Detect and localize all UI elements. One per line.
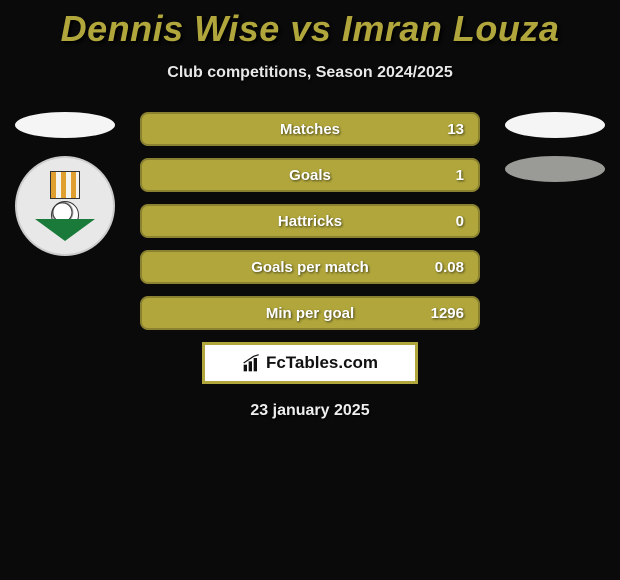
page-title: Dennis Wise vs Imran Louza — [0, 0, 620, 50]
comparison-content: Matches 13 Goals 1 Hattricks 0 Goals per… — [0, 112, 620, 420]
stat-value-right: 1 — [456, 167, 464, 184]
stat-label: Hattricks — [278, 213, 342, 230]
stat-value-right: 0 — [456, 213, 464, 230]
club-badge-ring — [15, 156, 115, 256]
stat-value-right: 1296 — [431, 305, 464, 322]
stat-value-right: 13 — [447, 121, 464, 138]
stat-label: Min per goal — [266, 305, 354, 322]
subtitle: Club competitions, Season 2024/2025 — [0, 64, 620, 82]
right-player-column — [500, 112, 610, 200]
stat-bar-min-per-goal: Min per goal 1296 — [140, 296, 480, 330]
stat-label: Matches — [280, 121, 340, 138]
stat-label: Goals per match — [251, 259, 369, 276]
player-marker-ellipse — [505, 112, 605, 138]
stat-label: Goals — [289, 167, 331, 184]
stat-bar-goals: Goals 1 — [140, 158, 480, 192]
stat-bar-matches: Matches 13 — [140, 112, 480, 146]
club-badge — [15, 156, 115, 256]
badge-chevron-icon — [35, 219, 95, 241]
stat-bars: Matches 13 Goals 1 Hattricks 0 Goals per… — [140, 112, 480, 330]
date-label: 23 january 2025 — [0, 402, 620, 420]
left-player-column — [10, 112, 120, 256]
bar-chart-icon — [242, 353, 262, 373]
brand-box[interactable]: FcTables.com — [202, 342, 418, 384]
stat-value-right: 0.08 — [435, 259, 464, 276]
player-marker-ellipse — [15, 112, 115, 138]
stat-bar-goals-per-match: Goals per match 0.08 — [140, 250, 480, 284]
brand-text: FcTables.com — [266, 353, 378, 373]
player-marker-ellipse — [505, 156, 605, 182]
stat-bar-hattricks: Hattricks 0 — [140, 204, 480, 238]
badge-stripes-icon — [50, 171, 80, 199]
